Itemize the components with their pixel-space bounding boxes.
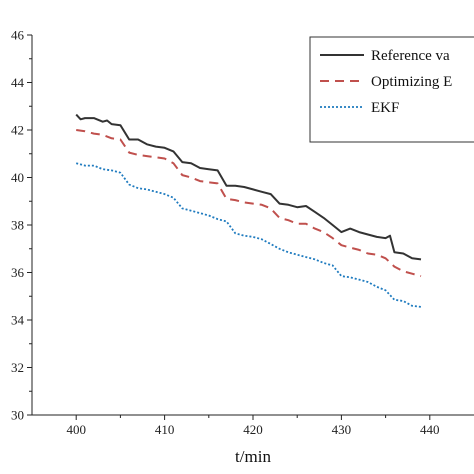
y-tick-label: 38 bbox=[11, 218, 24, 233]
x-tick-label: 440 bbox=[420, 422, 440, 437]
legend-label-2: Optimizing E bbox=[371, 74, 452, 90]
x-axis-title: t/min bbox=[235, 447, 271, 466]
series-lines bbox=[75, 113, 422, 308]
legend: Reference va Optimizing E EKF bbox=[309, 36, 474, 143]
x-tick-label: 420 bbox=[243, 422, 263, 437]
y-tick-label: 30 bbox=[11, 408, 24, 423]
x-tick-label: 430 bbox=[332, 422, 352, 437]
series-line-1 bbox=[75, 113, 422, 261]
y-tick-label: 32 bbox=[11, 360, 24, 375]
x-tick-label: 400 bbox=[66, 422, 86, 437]
series-line-3 bbox=[75, 162, 422, 308]
axes: 30 32 34 36 38 40 42 44 46 400 410 420 430 440 t/min bbox=[11, 28, 474, 466]
legend-label-1: Reference va bbox=[371, 48, 450, 64]
y-tick-label: 46 bbox=[11, 28, 25, 43]
y-tick-label: 44 bbox=[11, 75, 25, 90]
x-tick-label: 410 bbox=[155, 422, 175, 437]
y-tick-label: 42 bbox=[11, 123, 24, 138]
legend-label-3: EKF bbox=[371, 100, 399, 116]
y-tick-label: 36 bbox=[11, 265, 25, 280]
y-tick-label: 34 bbox=[11, 313, 25, 328]
series-line-2 bbox=[76, 129, 422, 278]
y-tick-label: 40 bbox=[11, 170, 24, 185]
